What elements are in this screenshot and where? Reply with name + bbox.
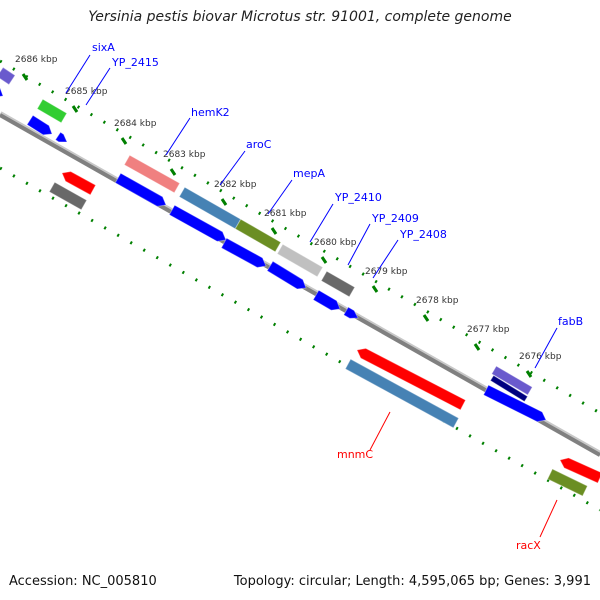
gene-label-racx: racX [516,539,541,552]
gene-label-fabb: fabB [558,315,583,328]
gene-arrow [482,384,547,423]
major-tick [371,285,379,293]
accession-text: Accession: NC_005810 [9,574,157,589]
gene-feature [48,181,88,211]
reverse-tick-track [0,166,600,512]
gene-arrow [266,260,307,290]
gene-label-aroc: aroC [246,138,272,151]
gene-arrow [220,237,267,268]
major-tick [473,343,481,351]
leader-line [85,67,111,106]
gene-label-sixa: sixA [92,41,115,54]
gene-feature [178,186,242,230]
gene-feature [276,243,324,278]
topology-text: Topology: circular; Length: 4,595,065 bp… [233,574,591,589]
gene-feature [0,66,16,86]
major-tick [71,105,79,113]
tick-label: 2684 kbp [114,119,157,129]
gene-feature [36,98,68,124]
major-tick [422,314,430,322]
leader-line [65,54,91,94]
gene-label-yp_2409: YP_2409 [371,212,419,225]
gene-feature [320,270,356,298]
leader-line [347,223,371,266]
gene-arrow [559,457,600,484]
tick-label: 2682 kbp [214,180,257,190]
gene-arrow [114,172,167,207]
gene-label-yp_2408: YP_2408 [399,228,447,241]
tick-label: 2685 kbp [65,87,108,97]
gene-feature [234,218,282,253]
forward-tick-track [0,59,600,415]
tick-label: 2683 kbp [163,150,206,160]
tick-label: 2686 kbp [15,55,58,65]
leader-line [219,150,246,186]
gene-arrow [0,87,4,97]
gene-label-mepa: mepA [293,167,325,180]
gene-label-yp_2410: YP_2410 [334,191,382,204]
leader-line [372,239,399,279]
tick-label: 2681 kbp [264,209,307,219]
leader-line [369,411,391,451]
gene-arrow [356,347,467,411]
tick-label: 2680 kbp [314,238,357,248]
gene-label-mnmc: mnmC [337,448,373,461]
leader-line [165,117,191,156]
tick-label: 2678 kbp [416,296,459,306]
gene-arrow [61,171,97,196]
major-tick [120,137,128,145]
major-tick [220,198,228,206]
tick-label: 2679 kbp [365,267,408,277]
gene-feature [546,468,589,497]
gene-arrow [168,204,227,242]
major-tick [21,73,29,81]
gene-feature [123,154,181,194]
tick-label: 2676 kbp [519,352,562,362]
leader-line [539,499,558,538]
leader-line [534,327,558,369]
gene-arrow [343,306,359,319]
tick-label: 2677 kbp [467,325,510,335]
gene-feature [489,374,529,403]
major-tick [320,256,328,264]
gene-arrow [26,114,53,136]
gene-feature [344,358,460,429]
gene-arrow [312,289,341,311]
gene-feature [491,365,533,396]
gene-label-yp_2415: YP_2415 [111,56,159,69]
gene-label-hemk2: hemK2 [191,106,230,119]
major-tick [525,370,533,378]
leader-line [309,203,334,243]
leader-line [267,179,293,215]
map-title: Yersinia pestis biovar Microtus str. 910… [88,9,512,25]
gene-arrow [54,131,68,143]
major-tick [169,168,177,176]
major-tick [270,227,278,235]
